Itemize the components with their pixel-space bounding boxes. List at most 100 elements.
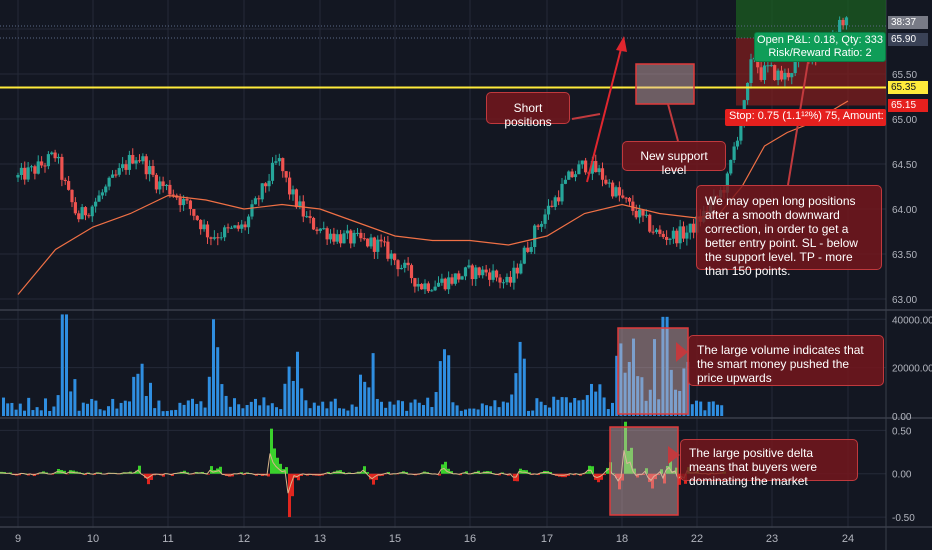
volume-bar [233,398,236,416]
candle [580,160,584,165]
candle [226,227,230,229]
volume-bar [329,401,333,416]
candle [433,286,437,291]
delta-panel[interactable] [0,421,726,518]
short-positions-callout[interactable]: Short positions [486,92,570,129]
candle [87,215,91,217]
delta-axis-tick-label: 0.50 [892,426,912,437]
delta-area-segment [186,472,189,474]
candle [430,290,434,292]
delta-area-segment [672,470,675,474]
volume-bar [128,401,131,416]
candle [188,200,193,209]
candle [403,262,407,268]
price-panel[interactable] [0,0,886,295]
price-axis-tick-label: 64.00 [892,205,917,216]
delta-area-segment [588,465,591,474]
delta-area-segment [660,469,663,474]
volume-panel[interactable] [2,314,724,416]
delta-area-segment [645,468,648,474]
candle [264,183,268,187]
candle [94,201,98,207]
price-tag-65-90-text: 65.90 [891,34,917,45]
candle [594,161,598,173]
volume-bar [409,402,413,416]
delta-callout[interactable]: The large positive delta means that buye… [680,439,858,488]
candle [345,230,349,234]
candle [484,269,488,273]
delta-area-segment [171,473,174,476]
delta-area-segment [93,473,96,475]
volume-callout[interactable]: The large volume indicates that the smar… [688,335,884,386]
candle [529,247,533,252]
candle [557,197,561,202]
new-support-callout[interactable]: New support level [622,141,726,177]
candle [553,197,557,207]
volume-bar [581,399,585,416]
candle [675,230,679,244]
delta-area-segment [612,473,615,474]
delta-area-segment [606,467,609,474]
stop-box[interactable]: Stop: 0.75 (1.1¹²%) 75, Amount: 7 [725,109,886,126]
candle [181,198,186,206]
delta-area-segment [288,473,291,518]
candle [355,232,360,234]
volume-bar [476,409,480,416]
delta-area-segment [144,473,147,479]
volume-bar [144,395,148,416]
candle [481,269,485,276]
long-plan-callout[interactable]: We may open long positions after a smoot… [696,185,882,278]
candle [406,262,410,266]
time-axis-tick-label: 15 [389,533,401,545]
delta-area-segment [498,473,501,476]
time-axis-tick-label: 10 [87,533,99,545]
volume-bar [644,400,648,416]
volume-bar [157,400,161,416]
candle [195,215,199,220]
candle [104,186,108,193]
candle [685,232,689,239]
delta-area-segment [66,473,69,475]
volume-bar [405,410,409,416]
volume-bar [212,319,215,416]
candle [223,227,227,238]
delta-area-segment [597,473,600,483]
delta-area-segment [396,473,399,475]
volume-note-text: The large volume indicates that the smar… [697,343,864,385]
delta-area-segment [324,473,327,475]
candle [658,229,662,234]
candle [600,168,605,180]
candle [67,181,71,190]
candle [246,216,251,228]
candle [573,174,578,178]
volume-bar [518,341,522,416]
time-axis-tick-label: 9 [15,533,21,545]
volume-bar [564,397,568,416]
volume-bar [556,399,560,416]
candle [654,229,659,233]
candle [512,267,516,283]
open-pnl-box[interactable]: Open P&L: 0.18, Qty: 333 Risk/Reward Rat… [754,32,886,62]
volume-bar [182,404,186,416]
candle [688,223,692,233]
time-axis-tick-label: 24 [842,533,854,545]
delta-area-segment [276,457,279,474]
delta-area-segment [141,473,144,475]
delta-area-segment [585,472,588,474]
volume-bar [224,395,228,416]
volume-bar [615,355,619,416]
volume-bar [132,376,136,416]
volume-bar [48,410,52,416]
volume-callout-pointer [676,342,688,362]
candle [590,161,594,174]
candle [281,158,285,172]
volume-bar [14,409,18,416]
time-axis-tick-label: 12 [238,533,250,545]
volume-bar [674,389,677,416]
delta-area-segment [657,473,660,476]
volume-bar [640,377,644,416]
volume-axis-tick-label: 0.00 [892,412,912,423]
volume-bar [220,384,224,416]
candle [560,183,564,202]
